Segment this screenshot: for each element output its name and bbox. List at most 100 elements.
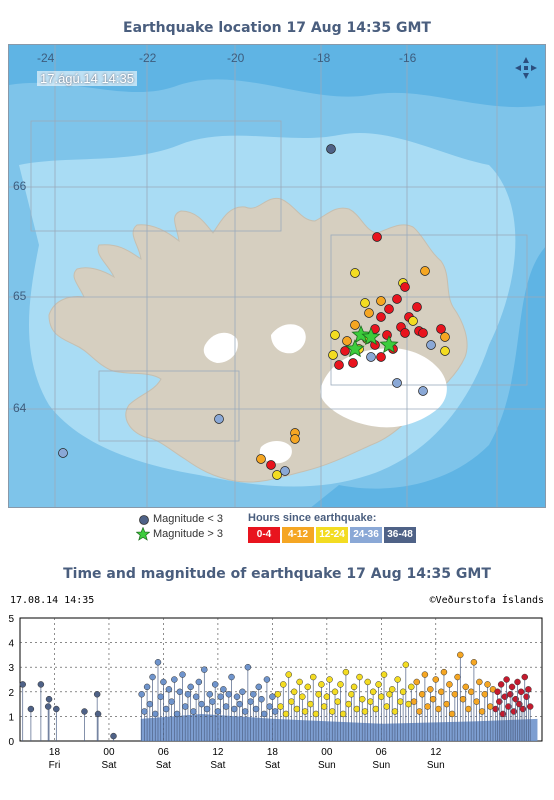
hours-legend-title: Hours since earthquake: (248, 512, 377, 524)
magnitude-point (508, 683, 516, 691)
quake-dot (376, 352, 386, 362)
langjokull-glacier (203, 332, 238, 363)
magnitude-point (497, 681, 505, 688)
magnitude-point (383, 703, 391, 710)
magnitude-point (467, 688, 475, 696)
quake-dot (376, 312, 386, 322)
magnitude-point (244, 663, 252, 671)
magnitude-point (266, 703, 273, 710)
quake-dot (350, 268, 360, 278)
map-lon-label: -18 (313, 51, 331, 65)
map-lon-label: -24 (37, 51, 55, 65)
magnitude-point (521, 673, 529, 681)
quake-dot (392, 378, 402, 388)
magnitude-point (146, 700, 154, 708)
magnitude-point (274, 691, 282, 698)
magnitude-point (220, 686, 227, 693)
hours-bin-36-48: 36-48 (384, 527, 416, 543)
magnitude-point (222, 703, 230, 710)
quake-dot (400, 328, 410, 338)
magnitude-point (282, 710, 290, 718)
quake-dot (280, 466, 290, 476)
magnitude-point (329, 708, 336, 715)
magnitude-point (356, 673, 363, 681)
earthquake-map[interactable]: -24 -22 -20 -18 -16 66 65 64 17.ágú.14 1… (8, 44, 546, 508)
magnitude-point (81, 708, 88, 715)
magnitude-point (494, 688, 501, 696)
magnitude-point (350, 683, 358, 691)
magnitude-point (337, 681, 344, 688)
x-tick-day: Sat (101, 760, 116, 771)
magnitude-point (448, 710, 456, 718)
magnitude-point (378, 693, 385, 700)
quake-dot (420, 266, 430, 276)
magnitude-point (285, 671, 292, 678)
magnitude-point (93, 691, 101, 698)
magnitude-point (260, 710, 268, 718)
magnitude-point (228, 673, 235, 681)
magnitude-point (421, 671, 429, 678)
magnitude-point (462, 683, 469, 691)
magnitude-point (375, 681, 382, 688)
magnitude-point (181, 703, 189, 710)
time-magnitude-chart: 01234518Fri00Sat06Sat12Sat18Sat00Sun06Su… (8, 614, 543, 771)
quake-dot (348, 358, 358, 368)
magnitude-point (437, 688, 445, 696)
magnitude-point (168, 698, 175, 705)
quake-dot (330, 330, 340, 340)
x-tick-day: Sat (210, 760, 225, 771)
x-tick-hour: 18 (267, 747, 279, 758)
magnitude-point (320, 703, 328, 710)
magnitude-point (380, 671, 388, 678)
magnitude-point (241, 708, 249, 715)
hofsjokull-glacier (271, 324, 306, 354)
magnitude-point (184, 691, 192, 698)
magnitude-point (201, 666, 208, 673)
quake-dot (418, 386, 428, 396)
magnitude-point (203, 705, 211, 713)
quake-dot (214, 414, 224, 424)
magnitude-point (214, 708, 222, 715)
magnitude-point (187, 683, 194, 691)
x-tick-day: Sat (156, 760, 171, 771)
magnitude-point (484, 681, 491, 688)
magnitude-point (315, 691, 322, 698)
magnitude-point (443, 700, 450, 708)
magnitude-point (280, 681, 287, 688)
quake-dot (328, 350, 338, 360)
quake-dot (326, 144, 336, 154)
quake-star (379, 334, 399, 354)
magnitude-point (293, 705, 301, 713)
y-tick-label: 1 (8, 712, 14, 723)
magnitude-point (195, 678, 203, 686)
magnitude-point (296, 678, 303, 686)
magnitude-point (309, 673, 317, 681)
mag-small-dot-icon (139, 515, 149, 525)
magnitude-point (397, 698, 404, 705)
quake-dot (58, 448, 68, 458)
magnitude-point (348, 691, 355, 698)
magnitude-point (239, 688, 246, 696)
map-lon-label: -16 (399, 51, 417, 65)
magnitude-point (487, 703, 494, 710)
magnitude-point (418, 691, 426, 698)
magnitude-point (429, 695, 437, 703)
magnitude-point (318, 681, 325, 688)
y-tick-label: 4 (8, 639, 14, 650)
magnitude-point (269, 693, 276, 700)
quake-dot (366, 352, 376, 362)
mag-small-label: Magnitude < 3 (153, 513, 224, 525)
myrdalsjokull-glacier (259, 441, 292, 464)
compass-arrows-icon[interactable] (513, 55, 539, 81)
magnitude-point (405, 700, 412, 708)
magnitude-point (211, 681, 219, 688)
map-canvas (9, 45, 545, 507)
magnitude-point (454, 673, 461, 681)
x-tick-day: Sun (372, 760, 390, 771)
quake-dot (412, 302, 422, 312)
magnitude-point (339, 710, 347, 718)
magnitude-point (44, 703, 52, 710)
quake-dot (376, 296, 386, 306)
magnitude-point (416, 708, 423, 715)
map-legend: Magnitude < 3 Magnitude > 3 Hours since … (0, 510, 554, 550)
